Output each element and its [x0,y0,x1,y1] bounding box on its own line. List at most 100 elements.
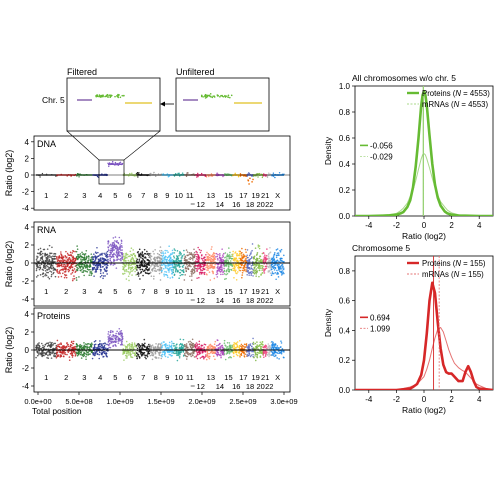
rna-point [59,269,61,272]
rna-point [36,255,38,258]
protein-point [190,352,192,354]
chromosome-label: 2 [64,373,68,382]
rna-point [188,265,191,267]
dna-point [261,176,264,179]
rna-point [62,259,64,261]
y-tick-label: 4 [25,138,30,147]
rna-point [142,254,145,256]
rna-point [106,250,109,253]
protein-point [190,344,193,346]
rna-point [269,252,271,254]
rna-point [158,256,161,259]
rna-point [276,273,278,275]
rna-point [160,266,162,269]
dna-point [251,181,253,183]
protein-point [171,350,173,352]
rna-point [93,275,95,277]
protein-point [137,354,140,357]
protein-point [48,344,50,346]
protein-point [109,331,112,334]
rna-point [255,268,258,270]
rna-point [182,264,185,267]
protein-point [203,346,205,349]
rna-point [81,251,83,254]
rna-point [251,249,253,252]
rna-point [44,274,46,277]
protein-point [98,347,101,349]
protein-point [235,351,238,354]
protein-point [171,342,174,345]
rna-point [132,249,135,251]
rna-point [272,267,275,270]
protein-point [67,345,70,348]
rna-point [92,263,94,265]
x-tick-label: 2 [449,395,454,404]
zoom-insets: Filtered Chr. 5 Unfiltered [42,67,270,161]
chromosome-label: 13 [207,287,215,296]
rna-point [255,259,258,261]
dna-point [247,173,249,175]
protein-point [213,346,216,348]
y-tick-label: 0.2 [339,186,351,195]
protein-point [155,342,157,345]
rna-point [241,276,243,279]
rna-point [73,275,75,277]
rna-point [71,261,74,263]
zoom-point [230,94,233,97]
protein-point [245,343,248,345]
rna-point [217,253,219,256]
protein-point [117,337,120,339]
rna-point [189,253,192,255]
protein-point [235,346,238,349]
rna-point [125,254,127,257]
protein-point [143,354,146,356]
rna-point [111,247,114,250]
protein-point [192,342,195,345]
rna-point [35,276,38,278]
rna-point [102,272,105,274]
protein-point [173,342,175,345]
protein-point [234,350,236,353]
rna-point [216,273,219,275]
protein-point [72,340,75,343]
rna-point [241,254,243,256]
protein-point [49,352,52,354]
rna-point [244,248,247,251]
dna-point [200,172,203,175]
zoom-point [206,95,209,98]
rna-point [156,252,159,255]
x-tick-label: 1.5e+09 [147,397,174,406]
chromosome-label: 5 [113,191,117,200]
rna-point [83,274,85,277]
rna-point [200,272,203,274]
protein-point [64,351,67,354]
rna-point [120,239,123,242]
protein-point [78,345,81,348]
rna-point [225,277,227,280]
rna-point [173,256,176,259]
rna-point [193,251,196,254]
protein-point [62,344,64,347]
proteins-line [355,281,493,390]
chromosome-label: 2 [64,287,68,296]
unfiltered-title: Unfiltered [176,67,215,77]
rna-point [196,253,198,255]
dna-point [70,175,72,177]
dna-point [108,164,110,166]
rna-point [36,257,38,259]
protein-point [176,359,179,362]
rna-point [39,247,42,250]
rna-point [191,273,193,276]
rna-point [109,257,112,260]
rna-point [139,253,142,256]
rna-point [143,269,146,271]
zoom-point [108,94,111,97]
rna-point [195,264,197,267]
rna-point [41,268,44,271]
protein-point [272,351,274,353]
zoom-point [202,96,204,98]
rna-point [71,269,74,272]
protein-point [157,345,159,347]
rna-point [117,252,119,254]
rna-point [48,266,50,269]
